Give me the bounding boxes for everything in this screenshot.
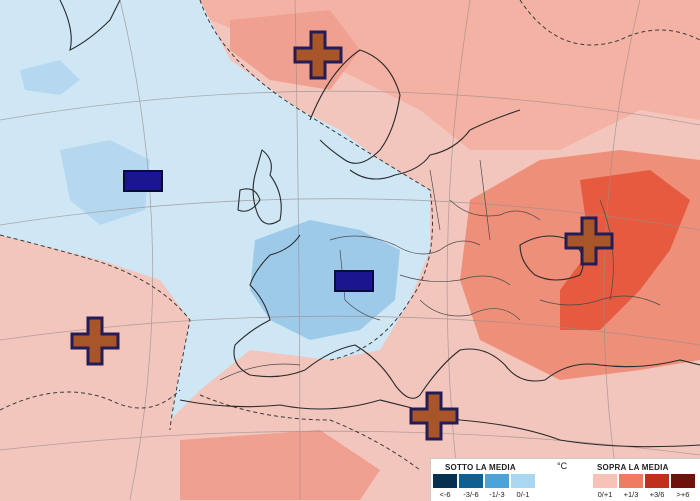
legend-swatch-below-3	[511, 474, 535, 488]
legend-swatch-below-1	[459, 474, 483, 488]
legend-above-title: SOPRA LA MEDIA	[597, 463, 669, 472]
symbol-minus-north-atlantic	[123, 170, 163, 192]
legend-label-below-2: -1/-3	[489, 490, 505, 499]
legend-label-above-2: +3/6	[649, 490, 665, 499]
legend-label-above-3: >+6	[676, 490, 690, 499]
legend-label-below-0: <-6	[439, 490, 451, 499]
legend-label-above-0: 0/+1	[597, 490, 613, 499]
eastern-hot-core	[560, 170, 690, 330]
legend-label-above-1: +1/3	[623, 490, 639, 499]
cold-core-france	[250, 220, 400, 340]
borders	[219, 159, 661, 381]
symbol-plus-atlantic-south	[70, 316, 120, 366]
plus-icon	[70, 316, 120, 366]
plus-icon	[293, 30, 343, 80]
legend-unit: °C	[557, 461, 568, 471]
legend-label-below-1: -3/-6	[463, 490, 479, 499]
legend-swatch-below-0	[433, 474, 457, 488]
symbol-plus-eastern-europe	[564, 216, 614, 266]
iceland-cold-patch	[20, 60, 80, 95]
plus-icon	[564, 216, 614, 266]
symbol-plus-north-scandinavia	[293, 30, 343, 80]
cold-core-atlantic	[60, 140, 150, 225]
minus-icon	[334, 270, 374, 292]
legend-swatch-above-0	[593, 474, 617, 488]
legend-swatch-below-2	[485, 474, 509, 488]
legend-label-below-3: 0/-1	[516, 490, 530, 499]
legend-below-title: SOTTO LA MEDIA	[445, 463, 516, 472]
south-warm-patch	[180, 430, 380, 500]
legend: SOTTO LA MEDIA °C SOPRA LA MEDIA <-6 -3/…	[430, 458, 700, 501]
zero-contours	[0, 0, 700, 471]
symbol-plus-central-mediterranean	[409, 391, 459, 441]
minus-icon	[123, 170, 163, 192]
plus-icon	[409, 391, 459, 441]
legend-swatch-above-2	[645, 474, 669, 488]
symbol-minus-france	[334, 270, 374, 292]
legend-swatch-above-1	[619, 474, 643, 488]
legend-swatch-above-3	[671, 474, 695, 488]
